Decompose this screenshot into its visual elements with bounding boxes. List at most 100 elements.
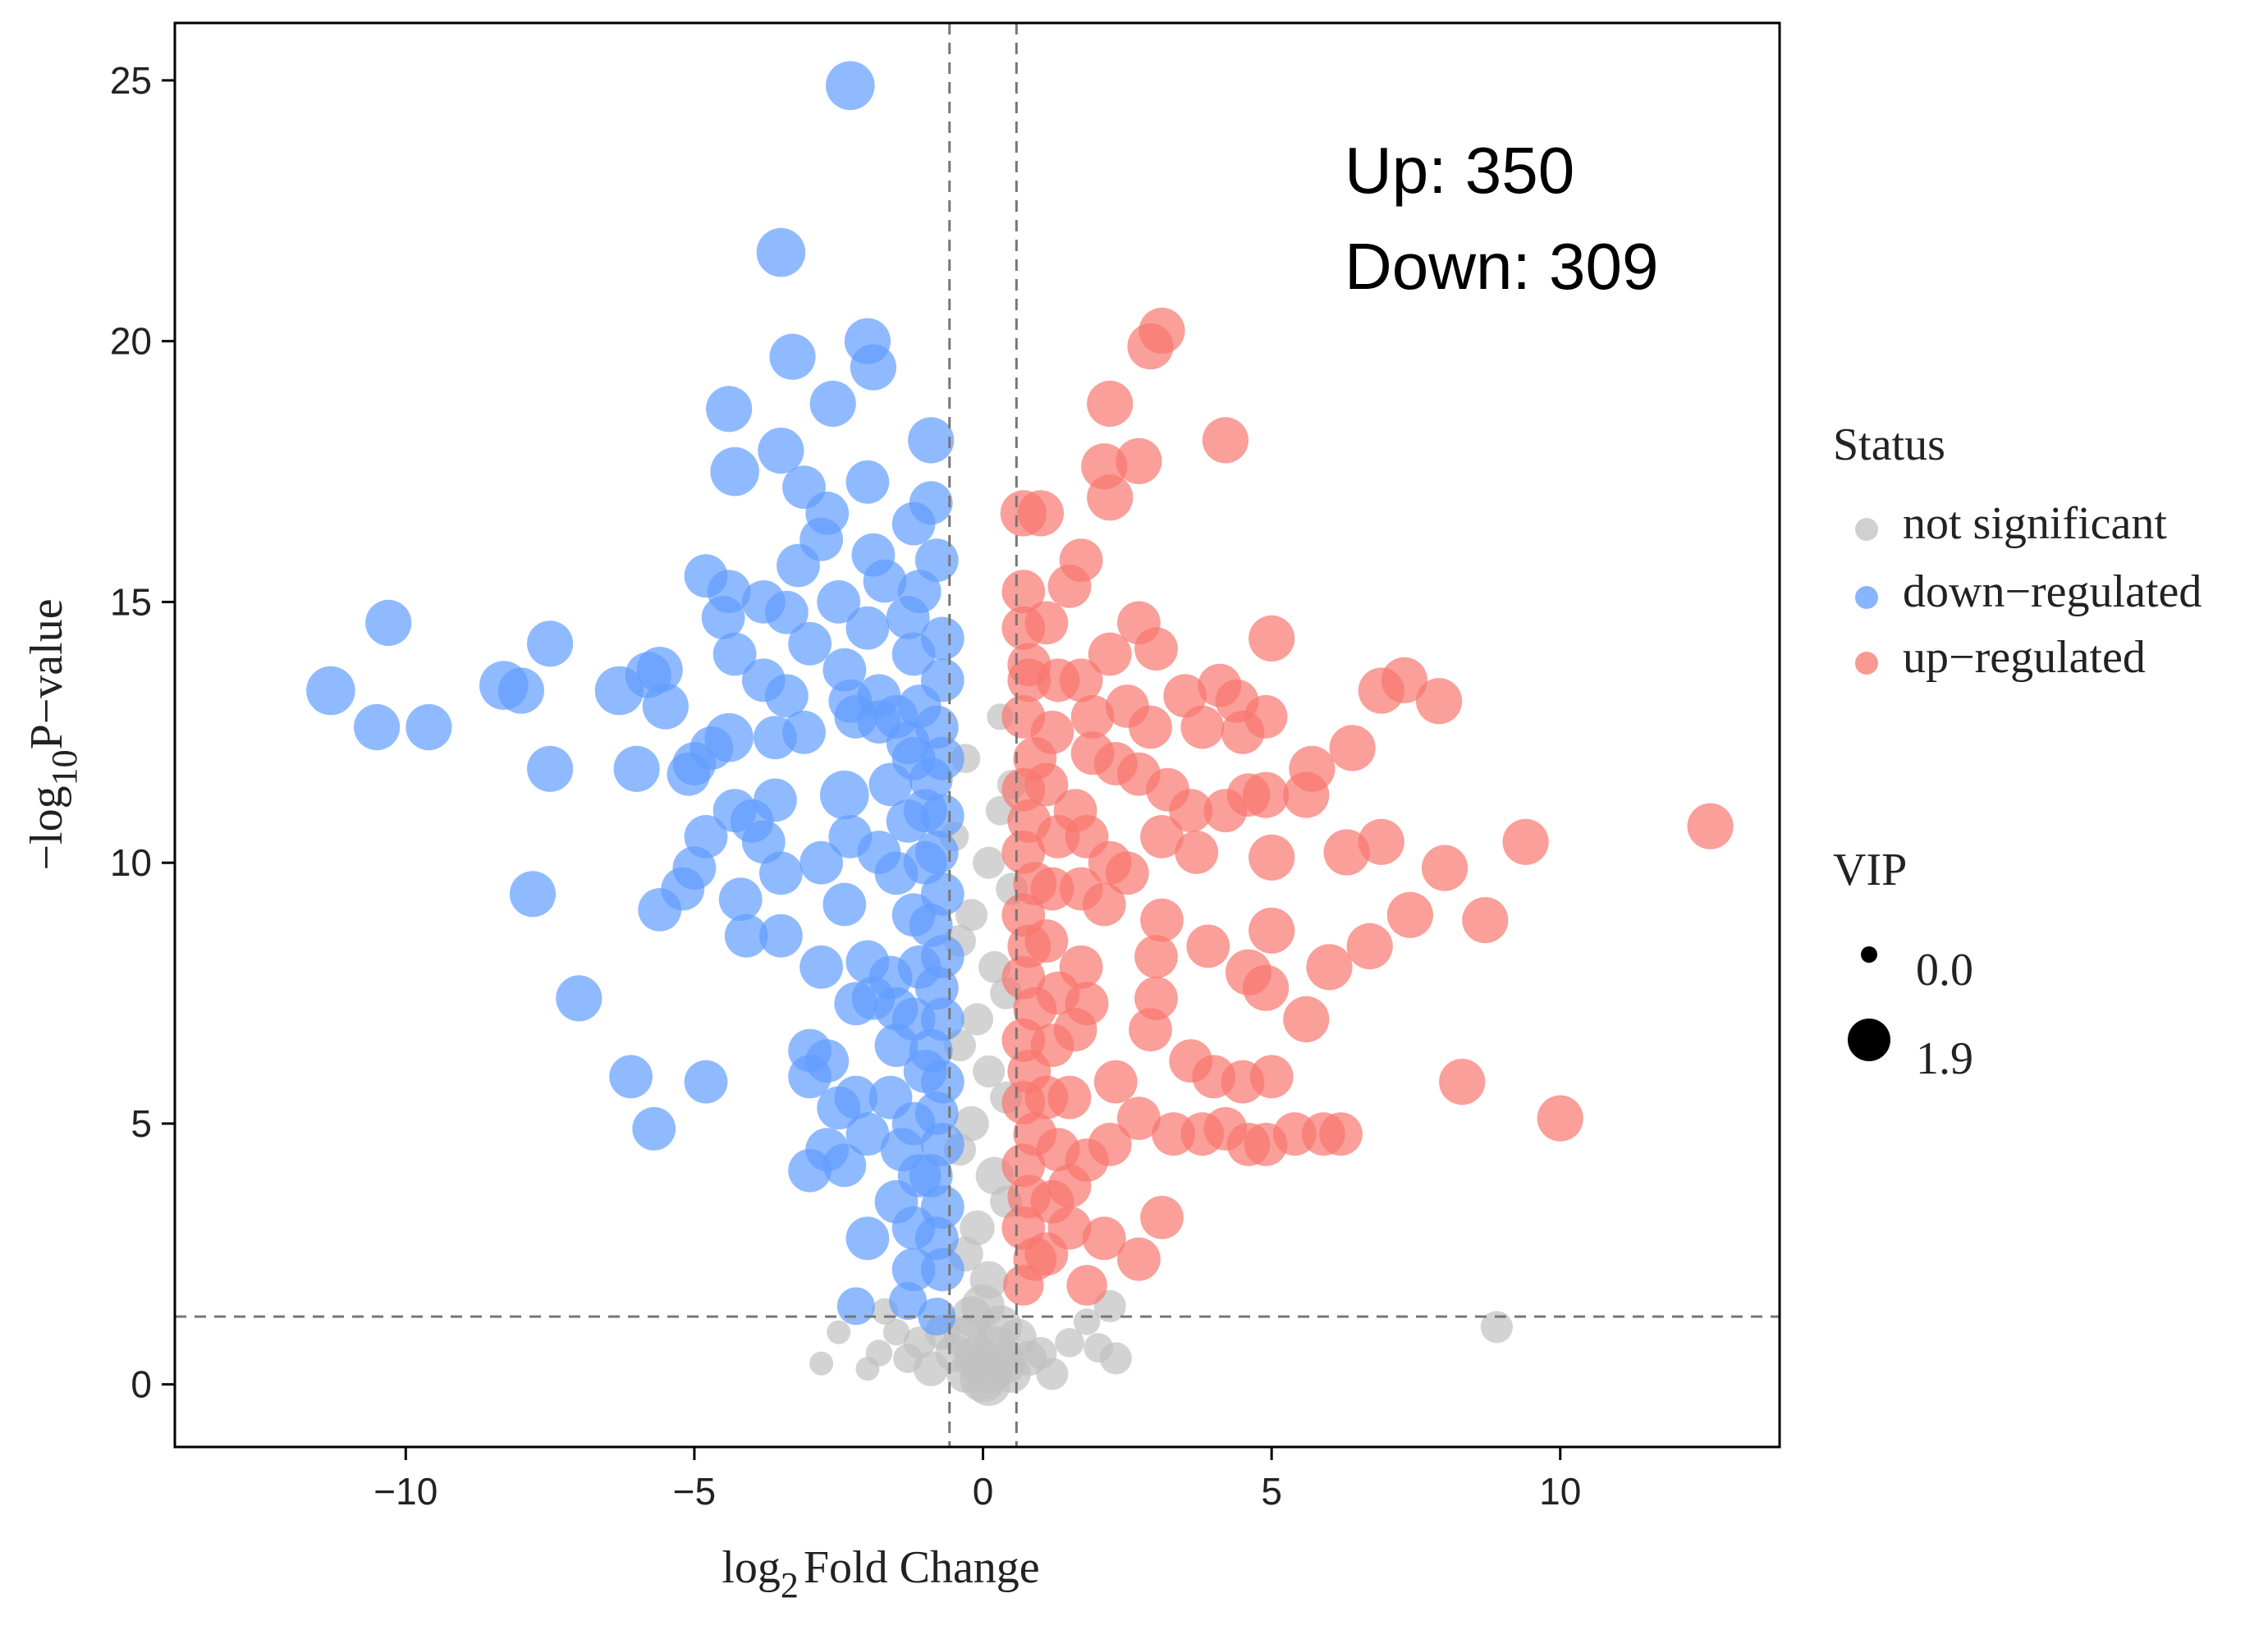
x-axis-title: log2 Fold Change bbox=[722, 1542, 1039, 1605]
point-up-regulated-8 bbox=[1017, 490, 1064, 537]
point-up-regulated-14 bbox=[1134, 627, 1178, 671]
legend-key-up-regulated bbox=[1855, 652, 1878, 675]
x-tick-label-0: −10 bbox=[373, 1470, 438, 1513]
point-up-regulated-47 bbox=[1175, 831, 1219, 874]
point-down-regulated-131 bbox=[874, 1023, 919, 1067]
annotation-down-count: Down: 309 bbox=[1345, 230, 1658, 303]
point-down-regulated-49 bbox=[845, 606, 890, 650]
point-not-significant-25 bbox=[1480, 1311, 1513, 1344]
point-up-regulated-10 bbox=[1047, 565, 1092, 608]
point-up-regulated-114 bbox=[1030, 867, 1074, 911]
point-up-regulated-46 bbox=[1249, 834, 1295, 881]
point-down-regulated-79 bbox=[556, 975, 603, 1022]
point-down-regulated-44 bbox=[712, 632, 757, 676]
point-not-significant-27 bbox=[960, 1210, 995, 1246]
point-not-significant-24 bbox=[827, 1320, 851, 1344]
point-down-regulated-0 bbox=[826, 61, 875, 111]
point-down-regulated-120 bbox=[891, 632, 936, 676]
point-down-regulated-21 bbox=[765, 590, 809, 634]
point-up-regulated-91 bbox=[1007, 658, 1052, 703]
point-up-regulated-127 bbox=[1082, 882, 1126, 927]
point-up-regulated-125 bbox=[1047, 1206, 1092, 1250]
x-tick-label-3: 5 bbox=[1261, 1470, 1282, 1513]
point-up-regulated-2 bbox=[1087, 380, 1134, 427]
point-up-regulated-126 bbox=[1065, 815, 1109, 858]
point-down-regulated-27 bbox=[527, 620, 574, 667]
point-up-regulated-54 bbox=[1249, 907, 1295, 954]
point-down-regulated-83 bbox=[684, 1060, 728, 1104]
point-down-regulated-64 bbox=[638, 888, 682, 932]
point-down-regulated-124 bbox=[891, 893, 936, 937]
point-down-regulated-14 bbox=[909, 481, 953, 525]
legend-label-down-regulated: down−regulated bbox=[1903, 566, 2202, 617]
point-up-regulated-25 bbox=[1416, 678, 1463, 725]
point-down-regulated-130 bbox=[891, 1206, 936, 1250]
point-not-significant-48 bbox=[961, 1284, 1005, 1328]
point-up-regulated-24 bbox=[1381, 657, 1427, 703]
point-up-regulated-129 bbox=[1070, 694, 1115, 739]
y-tick-label-1: 5 bbox=[131, 1102, 152, 1145]
point-up-regulated-55 bbox=[1140, 898, 1184, 942]
point-not-significant-30 bbox=[973, 1055, 1006, 1087]
y-tick-label-2: 10 bbox=[110, 841, 152, 884]
point-down-regulated-137 bbox=[874, 851, 919, 895]
point-up-regulated-115 bbox=[1024, 919, 1069, 963]
axis-ticks: −10 −5 0 5 10 0 5 10 15 20 25 bbox=[110, 59, 1582, 1513]
legend-vip-title: VIP bbox=[1833, 845, 1907, 895]
point-up-regulated-28 bbox=[1180, 705, 1225, 749]
point-up-regulated-30 bbox=[1244, 694, 1288, 739]
point-down-regulated-6 bbox=[706, 386, 753, 433]
point-down-regulated-119 bbox=[920, 1248, 964, 1292]
point-down-regulated-89 bbox=[834, 1075, 878, 1119]
point-not-significant-51 bbox=[992, 1355, 1031, 1393]
point-up-regulated-72 bbox=[1093, 1060, 1138, 1104]
point-not-significant-18 bbox=[882, 1319, 910, 1346]
y-axis-title: −log10P−value bbox=[21, 598, 85, 870]
point-down-regulated-23 bbox=[863, 559, 907, 603]
point-up-regulated-19 bbox=[1059, 658, 1103, 703]
point-not-significant-17 bbox=[1055, 1328, 1084, 1358]
point-not-significant-31 bbox=[960, 1003, 994, 1036]
legend-status-title: Status bbox=[1833, 419, 1945, 470]
point-down-regulated-138 bbox=[828, 679, 873, 723]
point-down-regulated-127 bbox=[903, 1050, 947, 1093]
x-axis-title-prefix: log bbox=[722, 1542, 781, 1593]
point-down-regulated-46 bbox=[765, 674, 809, 718]
point-up-regulated-118 bbox=[1024, 1075, 1069, 1119]
point-down-regulated-76 bbox=[822, 882, 867, 927]
point-down-regulated-26 bbox=[365, 599, 412, 647]
point-up-regulated-31 bbox=[1329, 725, 1376, 772]
point-down-regulated-7 bbox=[758, 428, 804, 474]
point-not-significant-29 bbox=[954, 1106, 989, 1142]
point-up-regulated-33 bbox=[1283, 772, 1330, 818]
point-down-regulated-82 bbox=[609, 1055, 653, 1099]
point-down-regulated-29 bbox=[354, 703, 401, 751]
point-up-regulated-45 bbox=[1323, 829, 1370, 876]
point-up-regulated-82 bbox=[1117, 1097, 1161, 1140]
point-down-regulated-42 bbox=[667, 752, 711, 796]
legend-key-not-significant bbox=[1855, 518, 1878, 541]
point-down-regulated-36 bbox=[642, 683, 689, 730]
point-up-regulated-80 bbox=[1319, 1112, 1363, 1156]
point-down-regulated-37 bbox=[527, 745, 574, 792]
plot-frame bbox=[173, 21, 1781, 1449]
point-down-regulated-41 bbox=[704, 712, 754, 762]
legend-label-not-significant: not significant bbox=[1903, 498, 2167, 549]
x-axis-title-suffix: Fold Change bbox=[804, 1542, 1040, 1593]
point-down-regulated-92 bbox=[788, 1148, 832, 1193]
point-up-regulated-90 bbox=[1001, 606, 1046, 650]
point-down-regulated-134 bbox=[874, 987, 919, 1031]
point-down-regulated-35 bbox=[636, 647, 683, 694]
point-down-regulated-91 bbox=[845, 1112, 890, 1156]
point-down-regulated-75 bbox=[800, 945, 843, 989]
point-not-significant-53 bbox=[1073, 1308, 1101, 1335]
point-down-regulated-74 bbox=[759, 913, 803, 958]
x-tick-label-1: −5 bbox=[673, 1470, 716, 1513]
x-axis-title-subscript: 2 bbox=[781, 1565, 799, 1605]
point-not-significant-52 bbox=[809, 1351, 834, 1376]
point-up-regulated-43 bbox=[1502, 818, 1549, 865]
point-up-regulated-56 bbox=[1186, 924, 1230, 968]
point-down-regulated-66 bbox=[759, 851, 803, 895]
